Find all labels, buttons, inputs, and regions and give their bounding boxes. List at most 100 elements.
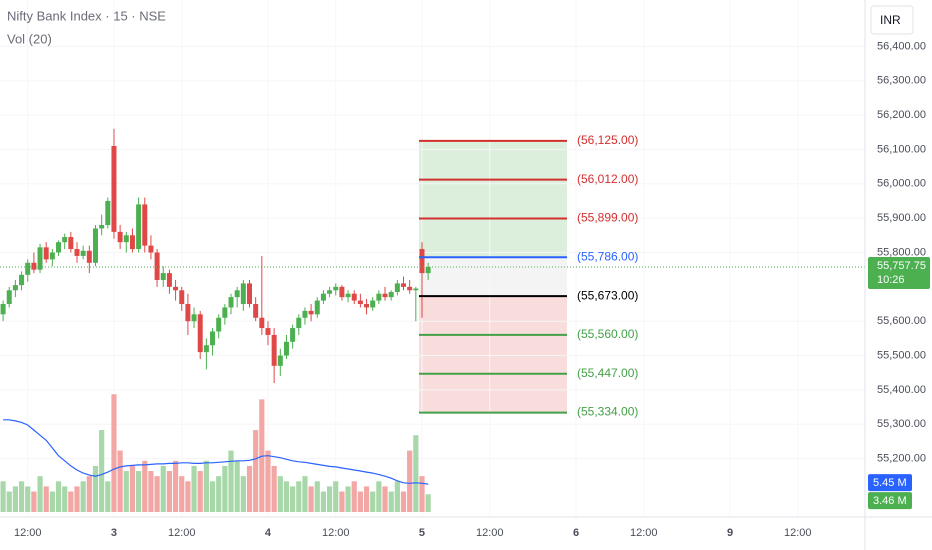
candle-body xyxy=(43,247,49,260)
candle-body xyxy=(283,341,289,356)
candle-body xyxy=(339,286,345,298)
volume-bar xyxy=(123,471,129,512)
volume-bar xyxy=(302,476,308,512)
candle-body xyxy=(154,252,160,280)
volume-bar xyxy=(246,465,253,512)
last-price-label: 55,757.75 xyxy=(877,260,926,272)
volume-bar xyxy=(228,450,234,512)
volume-pane xyxy=(0,394,431,512)
candle-body xyxy=(92,228,98,263)
candle-body xyxy=(394,283,400,292)
indicator-label: Vol (20) xyxy=(7,31,52,46)
volume-bar xyxy=(209,481,216,512)
currency[interactable]: INR xyxy=(880,13,901,27)
volume-bar xyxy=(179,476,185,512)
volume-label: 3.46 M xyxy=(873,495,907,507)
candle-body xyxy=(148,245,154,253)
x-tick-label: 12:00 xyxy=(630,527,658,539)
volume-bar xyxy=(345,486,351,512)
candle-body xyxy=(56,242,62,253)
candle-body xyxy=(320,293,326,301)
candle-body xyxy=(166,273,172,287)
volume-bar xyxy=(240,476,246,512)
candle-body xyxy=(86,250,92,263)
volume-bar xyxy=(351,481,357,512)
candle-body xyxy=(129,235,135,250)
candle-body xyxy=(370,300,376,308)
volume-bar xyxy=(277,476,283,512)
y-tick-label: 56,100.00 xyxy=(877,143,926,155)
volume-bar xyxy=(25,486,31,512)
volume-bar xyxy=(62,486,68,512)
candle-body xyxy=(80,250,86,256)
y-tick-label: 55,200.00 xyxy=(877,453,926,465)
candle-body xyxy=(234,290,240,298)
candle-body xyxy=(265,328,271,335)
candle-body xyxy=(117,231,123,243)
volume-bar xyxy=(154,476,160,512)
currency-box[interactable] xyxy=(870,5,914,35)
y-tick-label: 55,500.00 xyxy=(877,349,926,361)
candle-body xyxy=(6,290,12,305)
candle-body xyxy=(413,288,419,291)
candle-body xyxy=(382,293,388,298)
candle-body xyxy=(62,237,68,243)
x-tick-label: 12:00 xyxy=(476,527,504,539)
candle-body xyxy=(351,293,357,301)
candle-body xyxy=(253,304,259,318)
candle-body xyxy=(203,345,209,353)
candle-body xyxy=(388,291,394,298)
x-tick-label: 3 xyxy=(111,527,117,539)
candle-body xyxy=(105,200,111,226)
levels: (56,125.00) (56,012.00) (55,899.00) (55,786… xyxy=(0,133,865,419)
candles xyxy=(0,128,431,384)
candle-body xyxy=(314,300,320,315)
volume-bar xyxy=(308,486,314,512)
volume-bar xyxy=(265,450,271,512)
candle-body xyxy=(12,285,18,291)
volume-bar xyxy=(425,494,431,512)
candle-body xyxy=(364,304,370,308)
level-label: (55,560.00) xyxy=(577,327,638,341)
volume-bar xyxy=(80,481,86,512)
volume-bar xyxy=(419,476,425,512)
volume-ma-box xyxy=(868,474,912,492)
volume-bar xyxy=(129,465,136,512)
volume-box xyxy=(868,492,912,510)
candle-body xyxy=(68,237,74,250)
candle-body xyxy=(308,310,314,315)
volume-bar xyxy=(136,471,142,512)
volume-bar xyxy=(99,430,105,512)
candle-body xyxy=(37,247,43,270)
y-tick-label: 55,800.00 xyxy=(877,246,926,258)
candle-body xyxy=(173,286,179,291)
level-label: (55,673.00) xyxy=(577,288,638,302)
volume-bar xyxy=(37,476,43,512)
candle-body xyxy=(259,317,265,329)
candle-body xyxy=(357,300,363,305)
volume-bar xyxy=(160,465,166,512)
volume-bar xyxy=(148,471,154,512)
candle-body xyxy=(210,331,216,346)
volume-bar xyxy=(357,491,363,512)
volume-bar xyxy=(6,491,12,512)
candle-body xyxy=(123,235,129,243)
candle-body xyxy=(407,286,413,291)
candle-body xyxy=(327,290,333,294)
zone xyxy=(419,257,567,297)
volume-bar xyxy=(314,481,320,512)
y-tick-label: 56,000.00 xyxy=(877,178,926,190)
volume-bar xyxy=(55,481,62,512)
candle-body xyxy=(228,297,234,308)
volume-bar xyxy=(326,486,333,512)
candle-body xyxy=(160,273,166,280)
candle-body xyxy=(296,317,302,329)
volume-bar xyxy=(117,450,123,512)
y-tick-label: 56,200.00 xyxy=(877,109,926,121)
volume-bar xyxy=(43,486,49,512)
volume-bar xyxy=(376,481,382,512)
candle-body xyxy=(290,328,296,342)
volume-bar xyxy=(12,486,19,512)
